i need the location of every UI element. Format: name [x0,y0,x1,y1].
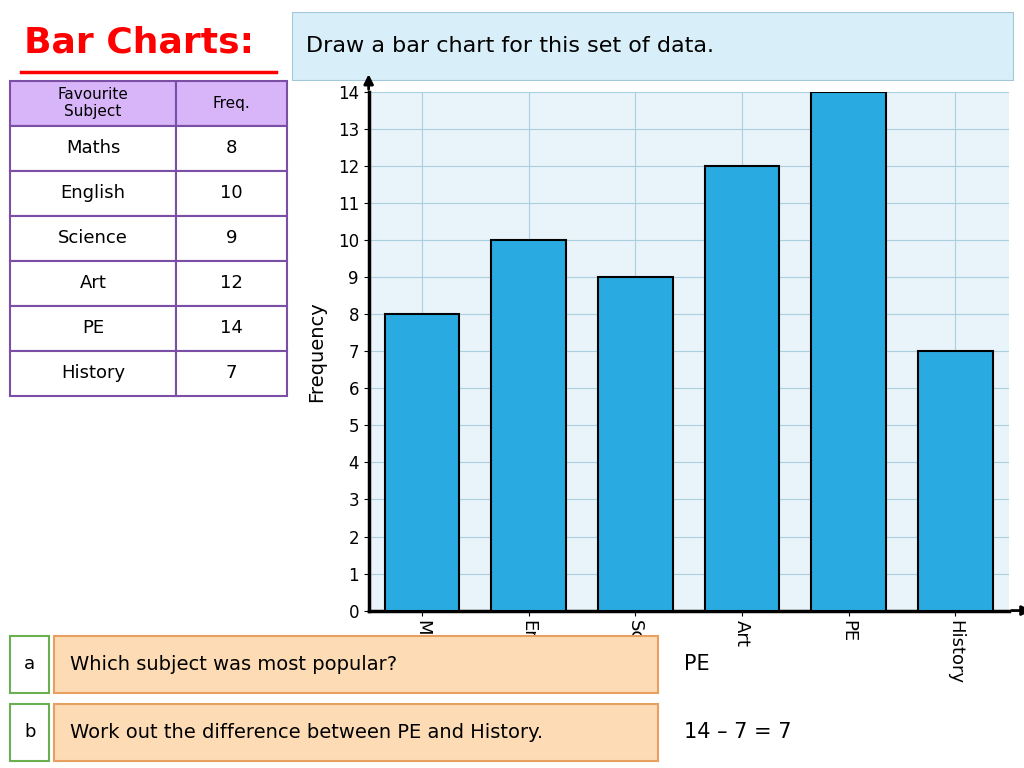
FancyBboxPatch shape [176,350,287,396]
Text: 14 – 7 = 7: 14 – 7 = 7 [684,723,792,743]
Text: History: History [61,364,125,382]
FancyBboxPatch shape [176,81,287,126]
Bar [918,352,992,611]
Text: Bar Charts:: Bar Charts: [25,25,254,60]
FancyBboxPatch shape [176,126,287,170]
Text: 8: 8 [225,139,238,157]
Text: 9: 9 [225,229,238,247]
Text: 10: 10 [220,184,243,202]
Text: Science: Science [58,229,128,247]
FancyBboxPatch shape [10,81,176,126]
Y-axis label: Frequency: Frequency [307,301,327,402]
Bar [811,92,886,611]
Text: PE: PE [684,654,710,674]
FancyBboxPatch shape [54,704,658,761]
FancyBboxPatch shape [10,306,176,350]
Text: Maths: Maths [66,139,121,157]
Bar [598,277,673,611]
FancyBboxPatch shape [10,170,176,216]
FancyBboxPatch shape [292,12,1014,81]
FancyBboxPatch shape [176,170,287,216]
FancyBboxPatch shape [10,260,176,306]
FancyBboxPatch shape [176,260,287,306]
FancyBboxPatch shape [10,216,176,260]
Text: Art: Art [80,274,106,292]
Bar [705,166,779,611]
Text: a: a [25,655,35,674]
FancyBboxPatch shape [176,306,287,350]
Text: 12: 12 [220,274,243,292]
FancyBboxPatch shape [176,216,287,260]
FancyBboxPatch shape [10,350,176,396]
Bar [385,314,460,611]
Text: Favourite
Subject: Favourite Subject [57,87,129,119]
Text: Freq.: Freq. [213,96,250,111]
Bar [492,240,566,611]
Text: PE: PE [82,319,104,337]
Text: 7: 7 [225,364,238,382]
Text: English: English [60,184,126,202]
Text: Which subject was most popular?: Which subject was most popular? [70,655,396,674]
Text: Work out the difference between PE and History.: Work out the difference between PE and H… [70,723,543,742]
FancyBboxPatch shape [54,636,658,693]
Text: b: b [24,723,36,741]
FancyBboxPatch shape [10,636,49,693]
FancyBboxPatch shape [10,704,49,761]
Text: Draw a bar chart for this set of data.: Draw a bar chart for this set of data. [306,36,715,56]
FancyBboxPatch shape [10,126,176,170]
Text: 14: 14 [220,319,243,337]
